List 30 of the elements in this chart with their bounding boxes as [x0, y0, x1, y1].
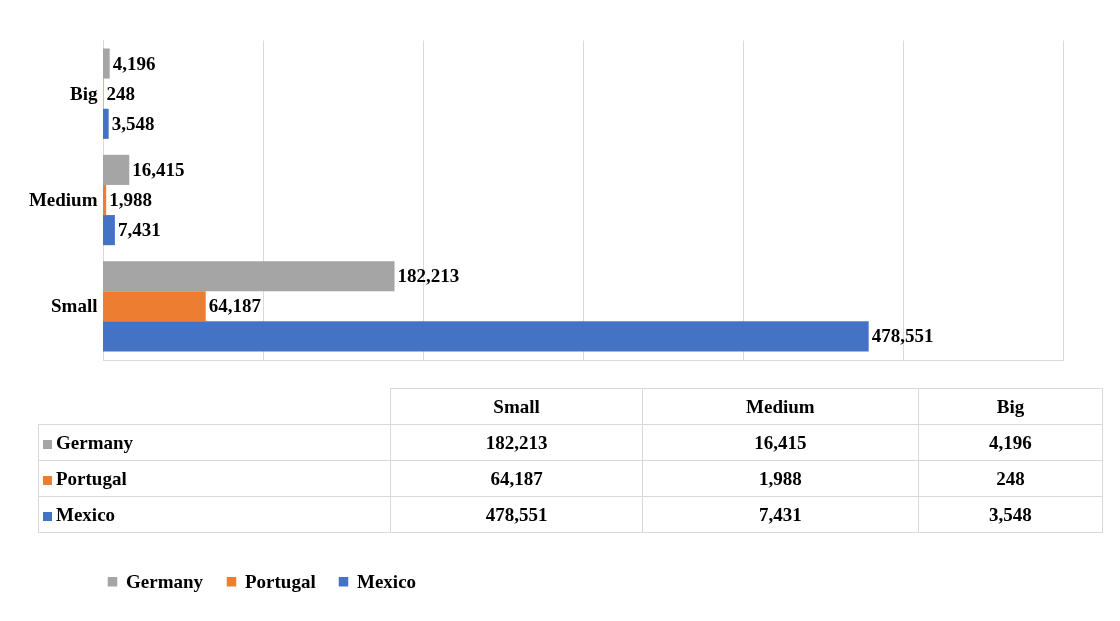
y-tick-label: Small — [51, 295, 98, 317]
text: 248 — [996, 467, 1025, 489]
data-label: 3,548 — [111, 112, 155, 134]
y-tick-label: Medium — [28, 189, 98, 210]
text: Mexico — [357, 570, 417, 592]
text: 478,551 — [485, 503, 548, 525]
data-label: 248 — [106, 82, 135, 104]
text: 1,988 — [759, 467, 802, 489]
text: 3,548 — [989, 503, 1032, 525]
category-label: Medium — [746, 395, 815, 417]
data-label: 4,196 — [112, 52, 156, 74]
text: 64,187 — [490, 467, 543, 489]
y-tick-label: Big — [70, 82, 98, 104]
text: 182,213 — [485, 431, 548, 453]
text: Germany — [126, 570, 204, 592]
legend-label: Portugal — [38, 460, 391, 497]
text: 16,415 — [754, 431, 807, 453]
text: 7,431 — [759, 503, 802, 525]
legend-label: Germany — [38, 424, 391, 461]
data-label: 478,551 — [871, 325, 934, 347]
data-label: 7,431 — [117, 219, 161, 241]
data-label: 1,988 — [109, 189, 152, 210]
category-label: Big — [996, 395, 1025, 417]
text: 4,196 — [989, 431, 1032, 453]
legend-label: Mexico — [38, 496, 391, 533]
category-label: Small — [493, 395, 540, 417]
data-label: 64,187 — [208, 295, 262, 317]
text: Portugal — [245, 570, 316, 592]
data-label: 182,213 — [397, 265, 460, 287]
data-label: 16,415 — [132, 158, 185, 180]
